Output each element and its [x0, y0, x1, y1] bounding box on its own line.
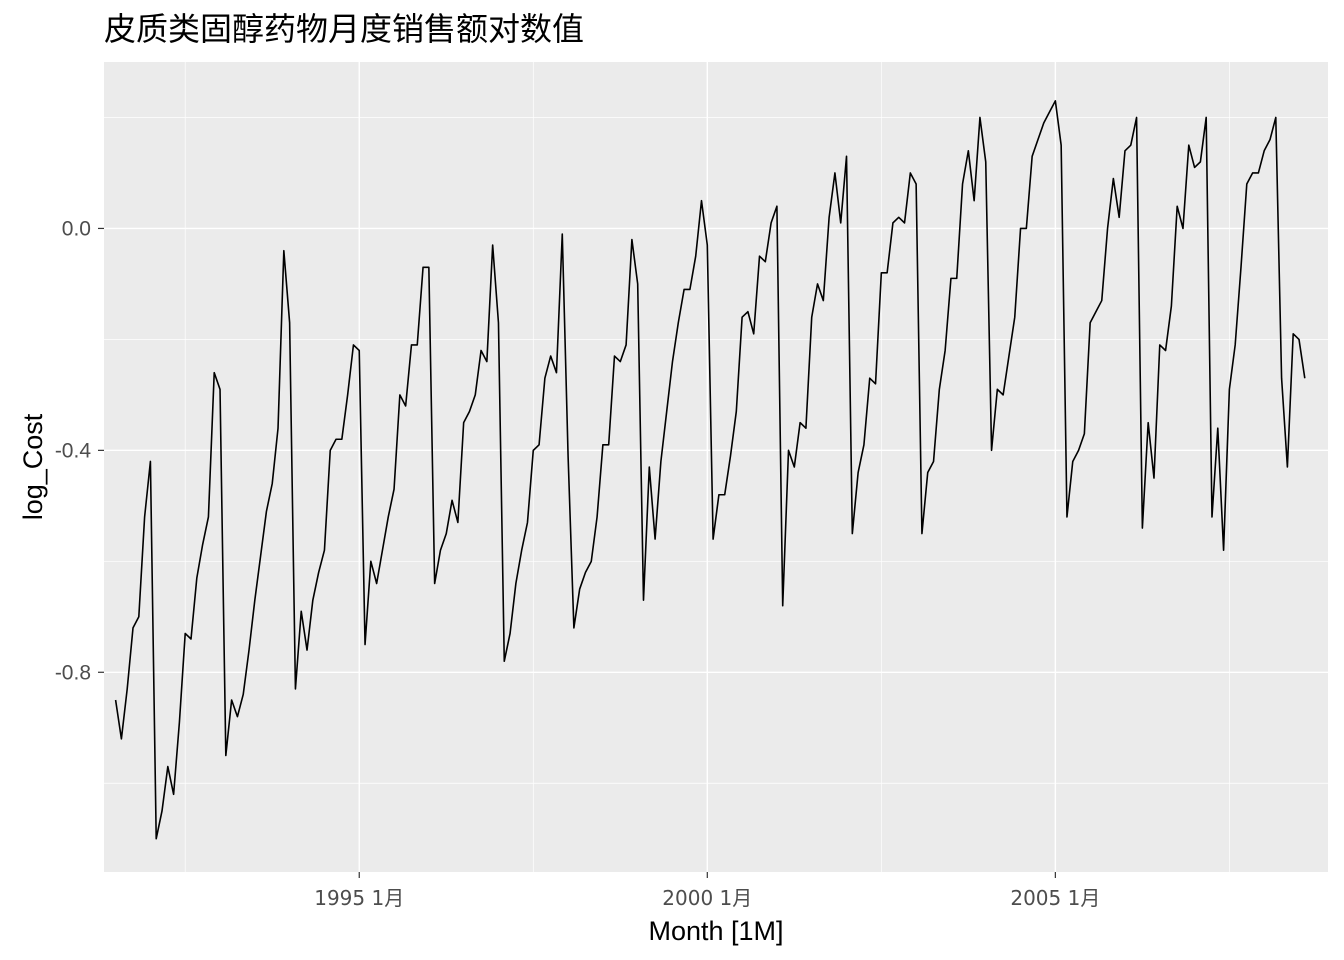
y-axis-title: log_Cost [18, 413, 48, 520]
y-tick-label: 0.0 [62, 217, 91, 240]
x-axis-title: Month [1M] [648, 916, 783, 946]
chart-title: 皮质类固醇药物月度销售额对数值 [104, 10, 584, 48]
y-tick-label: -0.4 [55, 439, 92, 462]
y-axis-ticks: -0.8 -0.4 0.0 [55, 217, 104, 684]
minor-gridlines [104, 62, 1328, 872]
x-tick-label: 2005 1月 [1010, 886, 1100, 910]
plot-panel [104, 62, 1328, 872]
x-tick-label: 1995 1月 [314, 886, 404, 910]
major-gridlines [104, 62, 1328, 872]
x-tick-label: 2000 1月 [662, 886, 752, 910]
y-tick-label: -0.8 [55, 661, 91, 684]
x-axis-ticks: 1995 1月 2000 1月 2005 1月 [314, 872, 1100, 910]
series-line [114, 100, 1306, 840]
